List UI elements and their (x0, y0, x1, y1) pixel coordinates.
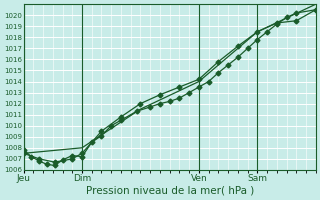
X-axis label: Pression niveau de la mer( hPa ): Pression niveau de la mer( hPa ) (85, 186, 254, 196)
